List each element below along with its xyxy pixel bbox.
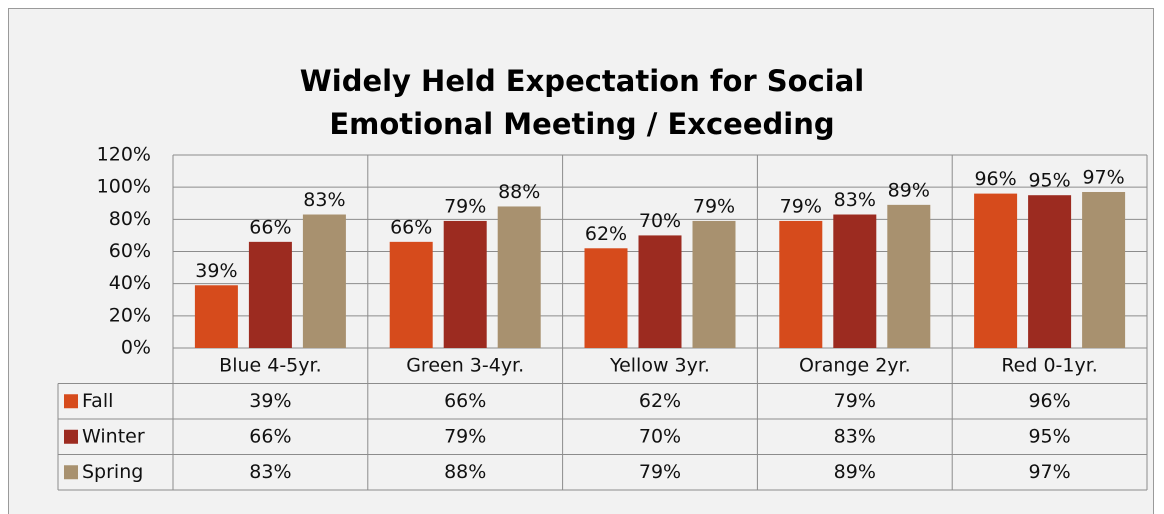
table-cell: 79% xyxy=(639,461,681,483)
y-tick-label: 0% xyxy=(121,337,151,359)
table-cell: 83% xyxy=(834,425,876,447)
table-cell: 62% xyxy=(639,390,681,412)
data-label: 39% xyxy=(195,260,237,282)
table-cell: 79% xyxy=(444,425,486,447)
data-label: 79% xyxy=(780,195,822,217)
legend-swatch xyxy=(64,465,78,480)
legend-swatch xyxy=(64,429,78,444)
legend-swatch xyxy=(64,394,78,409)
bar xyxy=(1028,195,1072,348)
y-tick-label: 40% xyxy=(109,272,151,294)
chart-frame xyxy=(8,8,1154,514)
legend-label: Fall xyxy=(82,390,113,412)
bar xyxy=(194,285,238,348)
table-cell: 70% xyxy=(639,425,681,447)
bar xyxy=(638,235,682,348)
table-cell: 79% xyxy=(834,390,876,412)
data-label: 96% xyxy=(974,168,1016,190)
legend-label: Winter xyxy=(82,425,145,447)
bar xyxy=(692,220,736,348)
y-tick-label: 60% xyxy=(109,240,151,262)
data-label: 83% xyxy=(303,189,345,211)
x-tick-label: Green 3-4yr. xyxy=(406,354,524,376)
data-label: 66% xyxy=(390,216,432,238)
table-cell: 83% xyxy=(249,461,291,483)
x-tick-label: Orange 2yr. xyxy=(799,354,911,376)
bar xyxy=(248,241,292,348)
data-label: 79% xyxy=(693,195,735,217)
bar xyxy=(389,241,433,348)
table-cell: 89% xyxy=(834,461,876,483)
data-label: 97% xyxy=(1082,166,1124,188)
bar xyxy=(1082,191,1126,348)
x-tick-label: Red 0-1yr. xyxy=(1001,354,1098,376)
table-cell: 66% xyxy=(444,390,486,412)
data-label: 70% xyxy=(639,210,681,232)
table-cell: 97% xyxy=(1028,461,1070,483)
data-label: 88% xyxy=(498,181,540,203)
bar xyxy=(302,214,346,348)
table-cell: 39% xyxy=(249,390,291,412)
bar xyxy=(584,248,628,348)
data-label: 83% xyxy=(834,189,876,211)
chart-title: Widely Held Expectation for Social Emoti… xyxy=(299,64,865,141)
data-label: 95% xyxy=(1028,170,1070,192)
data-label: 79% xyxy=(444,195,486,217)
table-cell: 95% xyxy=(1028,425,1070,447)
table-cell: 96% xyxy=(1028,390,1070,412)
data-label: 89% xyxy=(888,179,930,201)
bar xyxy=(887,204,931,348)
bar xyxy=(779,220,823,348)
bar xyxy=(443,220,487,348)
y-tick-label: 120% xyxy=(97,144,151,166)
legend-label: Spring xyxy=(82,461,143,483)
data-label: 62% xyxy=(585,223,627,245)
y-tick-label: 80% xyxy=(109,208,151,230)
x-tick-label: Blue 4-5yr. xyxy=(219,354,321,376)
x-tick-label: Yellow 3yr. xyxy=(609,354,710,376)
bar xyxy=(833,214,877,348)
data-label: 66% xyxy=(249,216,291,238)
table-cell: 66% xyxy=(249,425,291,447)
table-cell: 88% xyxy=(444,461,486,483)
y-tick-label: 100% xyxy=(97,176,151,198)
bar xyxy=(497,206,541,348)
bar xyxy=(974,193,1018,348)
y-tick-label: 20% xyxy=(109,304,151,326)
